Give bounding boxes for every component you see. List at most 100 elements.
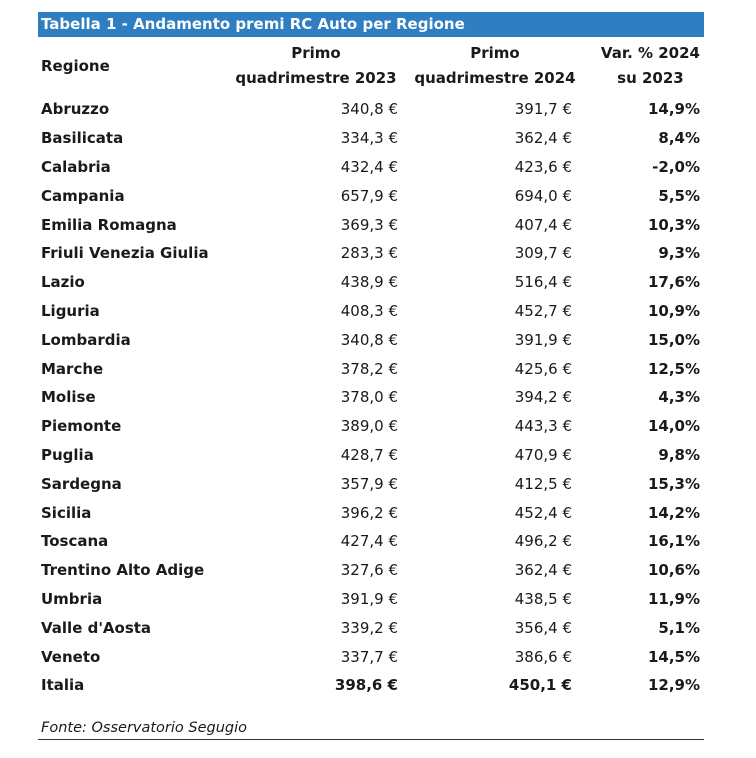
variation-cell: -2,0% (652, 157, 700, 176)
premium-2024-cell: 362,4 € (514, 129, 572, 148)
table-row: Toscana 427,4 € 496,2 € 16,1% (38, 527, 704, 556)
table-header-row: Regione Primo quadrimestre 2023 Primo qu… (38, 37, 704, 95)
variation-cell: 17,6% (647, 273, 700, 292)
variation-cell: 14,9% (647, 100, 700, 119)
region-name-cell: Umbria (41, 589, 103, 608)
region-name-cell: Toscana (41, 532, 109, 551)
premium-2023-cell: 378,0 € (340, 388, 398, 407)
region-name-cell: Campania (41, 186, 125, 205)
region-name-cell: Piemonte (41, 417, 122, 436)
region-name-cell: Italia (41, 676, 85, 695)
premium-2024-cell: 425,6 € (514, 359, 572, 378)
premium-2024-cell: 391,9 € (514, 330, 572, 349)
table-row: Liguria 408,3 € 452,7 € 10,9% (38, 297, 704, 326)
table-total-row: Italia 398,6 € 450,1 € 12,9% (38, 671, 704, 700)
header-variation: Var. % 2024 su 2023 (600, 44, 700, 87)
premium-2023-cell: 339,2 € (340, 618, 398, 637)
variation-cell: 14,5% (647, 647, 700, 666)
table-row: Piemonte 389,0 € 443,3 € 14,0% (38, 412, 704, 441)
table-row: Umbria 391,9 € 438,5 € 11,9% (38, 585, 704, 614)
variation-cell: 10,6% (647, 561, 700, 580)
premium-2024-cell: 309,7 € (514, 244, 572, 263)
premium-2023-cell: 337,7 € (340, 647, 398, 666)
header-q2024: Primo quadrimestre 2024 (414, 44, 576, 87)
region-name-cell: Sicilia (41, 503, 92, 522)
header-q2023: Primo quadrimestre 2023 (235, 44, 397, 87)
premium-table-container: Tabella 1 - Andamento premi RC Auto per … (38, 12, 704, 740)
variation-cell: 9,3% (658, 244, 700, 263)
table-row: Trentino Alto Adige 327,6 € 362,4 € 10,6% (38, 556, 704, 585)
premium-2023-cell: 428,7 € (340, 445, 398, 464)
premium-2023-cell: 438,9 € (340, 273, 398, 292)
variation-cell: 14,2% (647, 503, 700, 522)
premium-2024-cell: 496,2 € (514, 532, 572, 551)
premium-2023-cell: 657,9 € (340, 186, 398, 205)
variation-cell: 4,3% (658, 388, 700, 407)
table-row: Sicilia 396,2 € 452,4 € 14,2% (38, 498, 704, 527)
region-name-cell: Sardegna (41, 474, 122, 493)
table-row: Calabria 432,4 € 423,6 € -2,0% (38, 153, 704, 182)
premium-2024-cell: 694,0 € (514, 186, 572, 205)
table-row: Lombardia 340,8 € 391,9 € 15,0% (38, 325, 704, 354)
premium-2023-cell: 283,3 € (340, 244, 398, 263)
region-name-cell: Lazio (41, 273, 85, 292)
premium-2024-cell: 452,7 € (514, 301, 572, 320)
variation-cell: 15,0% (647, 330, 700, 349)
premium-2024-cell: 394,2 € (514, 388, 572, 407)
premium-2023-cell: 334,3 € (340, 129, 398, 148)
table-row: Valle d'Aosta 339,2 € 356,4 € 5,1% (38, 613, 704, 642)
table-row: Puglia 428,7 € 470,9 € 9,8% (38, 441, 704, 470)
region-name-cell: Abruzzo (41, 100, 110, 119)
table-row: Basilicata 334,3 € 362,4 € 8,4% (38, 124, 704, 153)
variation-cell: 8,4% (658, 129, 700, 148)
premium-2023-cell: 357,9 € (340, 474, 398, 493)
premium-2024-cell: 356,4 € (514, 618, 572, 637)
variation-cell: 12,9% (647, 676, 700, 695)
region-name-cell: Emilia Romagna (41, 215, 177, 234)
premium-2023-cell: 340,8 € (340, 100, 398, 119)
region-name-cell: Calabria (41, 157, 111, 176)
source-note: Fonte: Osservatorio Segugio (38, 720, 704, 740)
premium-2024-cell: 423,6 € (514, 157, 572, 176)
premium-2024-cell: 407,4 € (514, 215, 572, 234)
region-name-cell: Friuli Venezia Giulia (41, 244, 209, 263)
premium-2024-cell: 450,1 € (508, 676, 572, 695)
header-region: Regione (41, 56, 110, 75)
table-body: Abruzzo 340,8 € 391,7 € 14,9% Basilicata 334,… (38, 95, 704, 700)
table-row: Marche 378,2 € 425,6 € 12,5% (38, 354, 704, 383)
region-name-cell: Marche (41, 359, 104, 378)
table-row: Molise 378,0 € 394,2 € 4,3% (38, 383, 704, 412)
table-title: Tabella 1 - Andamento premi RC Auto per … (38, 12, 704, 37)
region-name-cell: Liguria (41, 301, 100, 320)
table-row: Emilia Romagna 369,3 € 407,4 € 10,3% (38, 210, 704, 239)
premium-table: Regione Primo quadrimestre 2023 Primo qu… (38, 37, 704, 700)
premium-2023-cell: 396,2 € (340, 503, 398, 522)
variation-cell: 14,0% (647, 417, 700, 436)
variation-cell: 5,5% (658, 186, 700, 205)
premium-2024-cell: 391,7 € (514, 100, 572, 119)
premium-2023-cell: 389,0 € (340, 417, 398, 436)
variation-cell: 10,3% (647, 215, 700, 234)
table-row: Lazio 438,9 € 516,4 € 17,6% (38, 268, 704, 297)
region-name-cell: Basilicata (41, 129, 124, 148)
variation-cell: 9,8% (658, 445, 700, 464)
premium-2023-cell: 427,4 € (340, 532, 398, 551)
variation-cell: 11,9% (647, 589, 700, 608)
premium-2023-cell: 327,6 € (340, 561, 398, 580)
premium-2024-cell: 362,4 € (514, 561, 572, 580)
region-name-cell: Veneto (41, 647, 101, 666)
premium-2023-cell: 378,2 € (340, 359, 398, 378)
premium-2023-cell: 408,3 € (340, 301, 398, 320)
region-name-cell: Trentino Alto Adige (41, 561, 205, 580)
variation-cell: 10,9% (647, 301, 700, 320)
premium-2024-cell: 386,6 € (514, 647, 572, 666)
region-name-cell: Valle d'Aosta (41, 618, 152, 637)
table-row: Friuli Venezia Giulia 283,3 € 309,7 € 9,3% (38, 239, 704, 268)
premium-2023-cell: 340,8 € (340, 330, 398, 349)
premium-2024-cell: 516,4 € (514, 273, 572, 292)
variation-cell: 16,1% (647, 532, 700, 551)
variation-cell: 15,3% (647, 474, 700, 493)
premium-2024-cell: 412,5 € (514, 474, 572, 493)
variation-cell: 5,1% (658, 618, 700, 637)
region-name-cell: Lombardia (41, 330, 131, 349)
